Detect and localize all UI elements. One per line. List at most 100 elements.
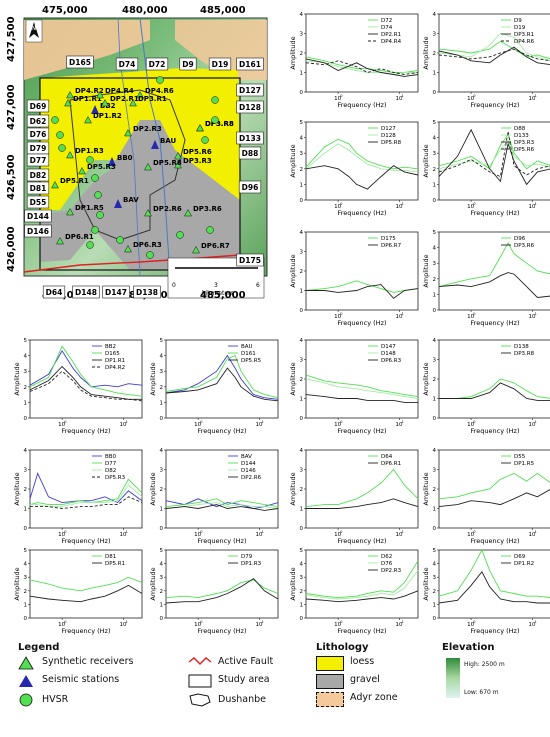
point-label-dp2-r6: DP2.R6 bbox=[153, 205, 182, 213]
box-d77 bbox=[26, 153, 50, 167]
y-tick-label: 4 bbox=[433, 338, 437, 344]
series-line-dp4-r2 bbox=[29, 370, 143, 402]
box-d146 bbox=[24, 224, 52, 238]
synthetic-receiver-marker bbox=[174, 160, 182, 169]
series-line-d147 bbox=[305, 374, 419, 398]
y-tick-label: 4 bbox=[24, 448, 28, 454]
synthetic-receiver-marker bbox=[144, 162, 152, 171]
y-tick-label: 1 bbox=[300, 507, 304, 513]
x-tick-label: 10 bbox=[467, 422, 474, 428]
series-line-dp2-r1 bbox=[305, 58, 419, 77]
x-tick-exponent: 1 bbox=[126, 529, 129, 534]
x-tick-label: 10 bbox=[194, 532, 201, 538]
legend-entry: D133 bbox=[514, 133, 529, 139]
x-tick-exponent: 1 bbox=[535, 619, 538, 624]
synthetic-receiver-marker bbox=[144, 208, 152, 217]
hvsr-marker bbox=[201, 136, 209, 144]
y-tick-label: 2 bbox=[160, 589, 164, 595]
seismic-station-icon bbox=[19, 675, 33, 687]
plot-frame bbox=[438, 339, 550, 419]
seismic-station-marker bbox=[108, 157, 116, 166]
series-line-d128 bbox=[305, 143, 419, 173]
point-label-dp2-r3: DP2.R3 bbox=[133, 125, 162, 133]
legend-entry: DP3.R1 bbox=[514, 32, 534, 38]
series-line-dp3-r6 bbox=[438, 272, 550, 298]
y-tick-label: 5 bbox=[300, 120, 304, 126]
legend-entry: D9 bbox=[514, 18, 522, 24]
y-axis-title: Amplitude bbox=[289, 144, 297, 177]
synthetic-receiver-marker bbox=[124, 128, 132, 137]
box-d82 bbox=[26, 168, 50, 182]
y-tick-label: 1 bbox=[433, 292, 437, 298]
legend-seismic: Seismic stations bbox=[42, 674, 120, 685]
synthetic-receiver-marker bbox=[174, 151, 182, 160]
y-tick-label: 3 bbox=[160, 468, 164, 474]
series-line-d82 bbox=[30, 484, 143, 508]
point-label-dp2-r1: DP2.R1 bbox=[110, 95, 139, 103]
y-tick-label: 1 bbox=[24, 507, 28, 513]
series-line-d19 bbox=[438, 32, 550, 61]
legend-entry: DP5.R3 bbox=[105, 475, 126, 481]
x-tick-exponent: 1 bbox=[126, 419, 129, 424]
box-label-d81: D81 bbox=[30, 184, 47, 193]
series-line-dp6-r7 bbox=[306, 284, 419, 299]
y-tick-label: 3 bbox=[300, 250, 304, 256]
x-tick-exponent: 0 bbox=[340, 201, 343, 206]
point-label-bb0: BB0 bbox=[117, 154, 133, 162]
y-tick-label: 4 bbox=[300, 338, 304, 344]
y-tick-label: 0 bbox=[300, 198, 304, 204]
y-axis-title: Amplitude bbox=[422, 567, 430, 600]
map-ytick-0: 427,500 bbox=[6, 16, 17, 62]
box-d165 bbox=[66, 55, 94, 69]
synthetic-receiver-marker bbox=[78, 166, 86, 175]
y-tick-label: 2 bbox=[300, 377, 304, 383]
y-tick-label: 2 bbox=[433, 277, 437, 283]
box-label-d19: D19 bbox=[212, 60, 229, 69]
y-tick-label: 0 bbox=[160, 416, 164, 422]
map-xtick-top-1: 480,000 bbox=[122, 5, 168, 16]
y-axis-title: Amplitude bbox=[149, 472, 157, 505]
x-tick-exponent: 1 bbox=[402, 619, 405, 624]
x-tick-label: 10 bbox=[396, 204, 403, 210]
y-axis-title: Amplitude bbox=[422, 144, 430, 177]
box-d144 bbox=[24, 209, 52, 223]
legend-entry: DP2.R6 bbox=[241, 475, 262, 481]
legend-entry: DP5.R8 bbox=[381, 140, 402, 146]
series-line-bav bbox=[165, 498, 279, 509]
point-label-dp1-r3: DP1.R3 bbox=[75, 147, 104, 155]
legend-entry: DP6.R3 bbox=[381, 358, 402, 364]
series-line-d144 bbox=[165, 498, 279, 508]
legend-entry: D64 bbox=[381, 454, 393, 460]
legend-entry: DP4.R4 bbox=[381, 39, 402, 45]
legend-fault: Active Fault bbox=[218, 656, 274, 667]
legend-entry: BB2 bbox=[105, 344, 116, 350]
y-tick-label: 1 bbox=[24, 400, 28, 406]
y-tick-label: 2 bbox=[433, 589, 437, 595]
x-tick-exponent: 1 bbox=[262, 619, 265, 624]
lithology-title: Lithology bbox=[316, 642, 369, 653]
plot-frame bbox=[165, 549, 279, 619]
legend-entry: D175 bbox=[381, 236, 396, 242]
y-tick-label: 2 bbox=[300, 269, 304, 275]
x-tick-exponent: 0 bbox=[64, 419, 67, 424]
y-tick-label: 3 bbox=[300, 468, 304, 474]
hvsr-marker bbox=[176, 231, 184, 239]
series-line-d165 bbox=[29, 345, 143, 397]
legend-panel: Legend Synthetic receivers Seismic stati… bbox=[0, 640, 550, 737]
plot-frame bbox=[305, 549, 419, 619]
box-d81 bbox=[26, 181, 50, 195]
x-tick-exponent: 0 bbox=[64, 619, 67, 624]
x-tick-exponent: 1 bbox=[535, 201, 538, 206]
legend-adyr: Adyr zone bbox=[350, 692, 398, 703]
x-tick-label: 10 bbox=[256, 622, 263, 628]
x-axis-title: Frequency (Hz) bbox=[337, 101, 386, 109]
box-label-d127: D127 bbox=[239, 86, 261, 95]
y-tick-label: 2 bbox=[24, 385, 28, 391]
y-tick-label: 1 bbox=[433, 397, 437, 403]
y-tick-label: 3 bbox=[433, 358, 437, 364]
y-tick-label: 4 bbox=[300, 12, 304, 18]
